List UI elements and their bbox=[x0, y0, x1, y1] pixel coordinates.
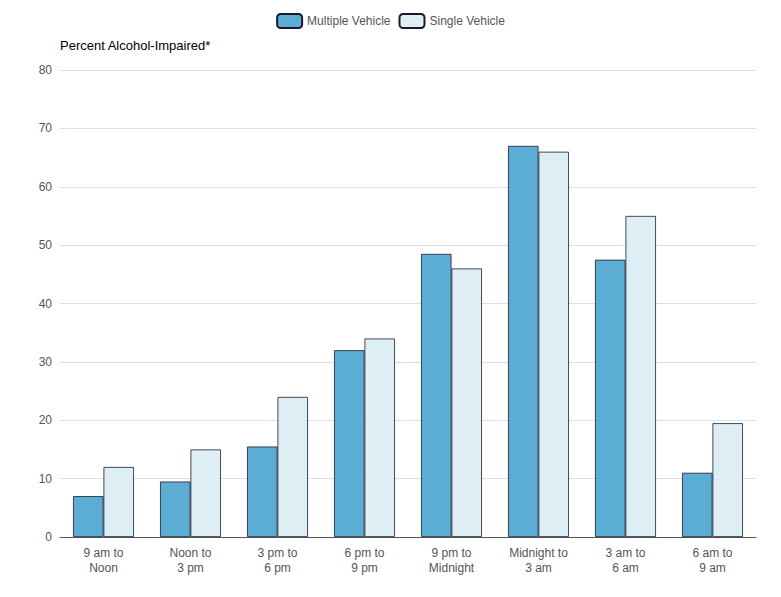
svg-text:60: 60 bbox=[39, 180, 53, 194]
svg-text:9 am: 9 am bbox=[699, 561, 726, 575]
svg-text:6 pm: 6 pm bbox=[264, 561, 291, 575]
svg-text:Noon: Noon bbox=[89, 561, 118, 575]
svg-text:10: 10 bbox=[39, 472, 53, 486]
svg-text:9 pm: 9 pm bbox=[351, 561, 378, 575]
svg-text:0: 0 bbox=[45, 530, 52, 544]
svg-text:Noon to: Noon to bbox=[169, 546, 211, 560]
svg-text:3 pm: 3 pm bbox=[177, 561, 204, 575]
svg-text:Multiple Vehicle: Multiple Vehicle bbox=[307, 14, 391, 28]
svg-text:20: 20 bbox=[39, 413, 53, 427]
svg-text:40: 40 bbox=[39, 297, 53, 311]
svg-text:70: 70 bbox=[39, 121, 53, 135]
svg-text:9 am to: 9 am to bbox=[83, 546, 123, 560]
svg-text:6 pm to: 6 pm to bbox=[344, 546, 384, 560]
svg-text:6 am: 6 am bbox=[612, 561, 639, 575]
svg-text:3 am to: 3 am to bbox=[605, 546, 645, 560]
svg-text:Midnight: Midnight bbox=[429, 561, 475, 575]
svg-text:80: 80 bbox=[39, 63, 53, 77]
svg-text:3 am: 3 am bbox=[525, 561, 552, 575]
svg-text:Midnight to: Midnight to bbox=[509, 546, 568, 560]
svg-text:Percent Alcohol-Impaired*: Percent Alcohol-Impaired* bbox=[60, 38, 210, 53]
svg-text:50: 50 bbox=[39, 238, 53, 252]
svg-text:9 pm to: 9 pm to bbox=[431, 546, 471, 560]
svg-text:Single Vehicle: Single Vehicle bbox=[429, 14, 505, 28]
svg-text:30: 30 bbox=[39, 355, 53, 369]
svg-text:3 pm to: 3 pm to bbox=[257, 546, 297, 560]
svg-text:6 am to: 6 am to bbox=[692, 546, 732, 560]
